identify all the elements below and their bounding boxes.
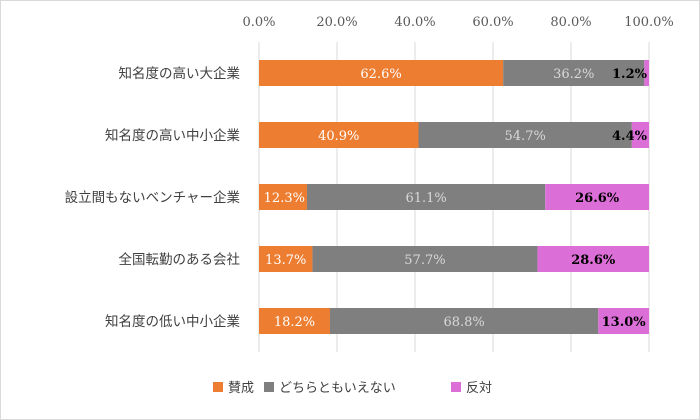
bar-segment xyxy=(545,184,649,210)
bar-segment xyxy=(503,60,645,86)
bar-segment xyxy=(259,184,307,210)
data-label: 13.0% xyxy=(602,315,647,330)
category-label: 全国転勤のある会社 xyxy=(119,251,241,268)
data-label: 4.4% xyxy=(612,129,648,144)
bar-segment xyxy=(306,184,546,210)
x-tick-label: 60.0% xyxy=(472,15,513,30)
data-label: 68.8% xyxy=(443,315,484,330)
bar-segment xyxy=(329,308,599,334)
legend-swatch xyxy=(264,382,274,392)
category-label: 知名度の高い大企業 xyxy=(119,65,241,82)
data-label: 57.7% xyxy=(404,253,445,268)
bar-segment xyxy=(259,60,504,86)
data-label: 36.2% xyxy=(553,67,594,82)
x-tick-label: 0.0% xyxy=(242,15,275,30)
x-tick-label: 20.0% xyxy=(316,15,357,30)
data-label: 28.6% xyxy=(571,253,616,268)
data-label: 61.1% xyxy=(405,191,446,206)
legend-swatch xyxy=(213,382,223,392)
data-label: 12.3% xyxy=(264,191,305,206)
data-label: 26.6% xyxy=(575,191,620,206)
data-label: 62.6% xyxy=(360,67,401,82)
data-label: 18.2% xyxy=(274,315,315,330)
x-tick-label: 40.0% xyxy=(394,15,435,30)
data-label: 40.9% xyxy=(318,129,359,144)
category-label: 設立間もないベンチャー企業 xyxy=(65,189,241,206)
data-label: 13.7% xyxy=(265,253,306,268)
bar-segment xyxy=(259,122,419,148)
category-label: 知名度の高い中小企業 xyxy=(105,127,240,144)
bar-segment xyxy=(644,60,649,86)
bar-segment xyxy=(631,122,649,148)
bar-segment xyxy=(598,308,649,334)
x-tick-label: 100.0% xyxy=(624,15,674,30)
bar-segment xyxy=(537,246,649,272)
legend-swatch xyxy=(451,382,461,392)
legend-label: 反対 xyxy=(466,381,492,396)
bar-segment xyxy=(259,308,330,334)
x-tick-label: 80.0% xyxy=(550,15,591,30)
bar-segment xyxy=(259,246,313,272)
legend-label: どちらともいえない xyxy=(279,381,396,396)
bar-segment xyxy=(312,246,538,272)
data-label: 54.7% xyxy=(505,129,546,144)
bar-segment xyxy=(418,122,632,148)
data-label: 1.2% xyxy=(612,67,648,82)
category-label: 知名度の低い中小企業 xyxy=(105,313,240,330)
legend-label: 賛成 xyxy=(228,381,254,396)
